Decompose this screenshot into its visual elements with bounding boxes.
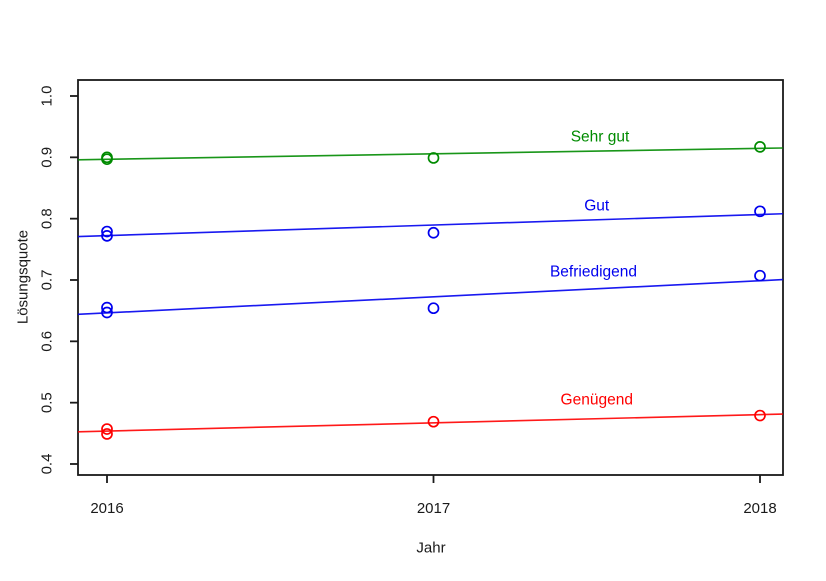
data-point-gut [427, 226, 440, 239]
data-point-sehr-gut [101, 151, 113, 164]
data-point-gut [101, 225, 113, 238]
plot-box [77, 79, 784, 476]
y-tick-label: 0.8 [39, 208, 56, 229]
data-point-befriedigend [101, 301, 113, 314]
y-tick-label: 0.7 [39, 270, 56, 291]
data-point-befriedigend [427, 302, 440, 315]
y-tick-label: 1.0 [39, 86, 56, 107]
data-point-genuegend [101, 428, 113, 440]
x-axis-title: Jahr [416, 539, 446, 557]
x-tick-label: 2016 [90, 500, 123, 517]
trend-line-gut [77, 212, 783, 238]
trend-line-befriedigend [77, 278, 783, 316]
series-label-sehr-gut: Sehr gut [571, 128, 630, 145]
data-point-genuegend [427, 415, 440, 428]
y-tick-label: 0.5 [39, 392, 56, 413]
data-point-befriedigend [101, 306, 113, 319]
y-tick-label: 0.9 [39, 147, 56, 168]
y-axis-title: Lösungsquote [14, 229, 32, 325]
series-label-befriedigend: Befriedigend [550, 263, 637, 280]
series-label-genuegend: Genügend [561, 391, 633, 408]
y-tick-label: 0.6 [39, 331, 56, 352]
data-point-gut [754, 205, 766, 218]
data-point-sehr-gut [754, 141, 766, 153]
data-point-genuegend [754, 409, 766, 422]
data-point-gut [101, 229, 113, 242]
data-point-befriedigend [754, 269, 766, 282]
x-tick-label: 2017 [417, 500, 450, 517]
trend-line-genuegend [77, 413, 783, 433]
y-tick-label: 0.4 [39, 454, 56, 475]
series-label-gut: Gut [584, 198, 610, 215]
data-point-genuegend [101, 423, 113, 435]
x-tick-label: 2018 [743, 500, 776, 517]
data-point-sehr-gut [427, 152, 440, 164]
